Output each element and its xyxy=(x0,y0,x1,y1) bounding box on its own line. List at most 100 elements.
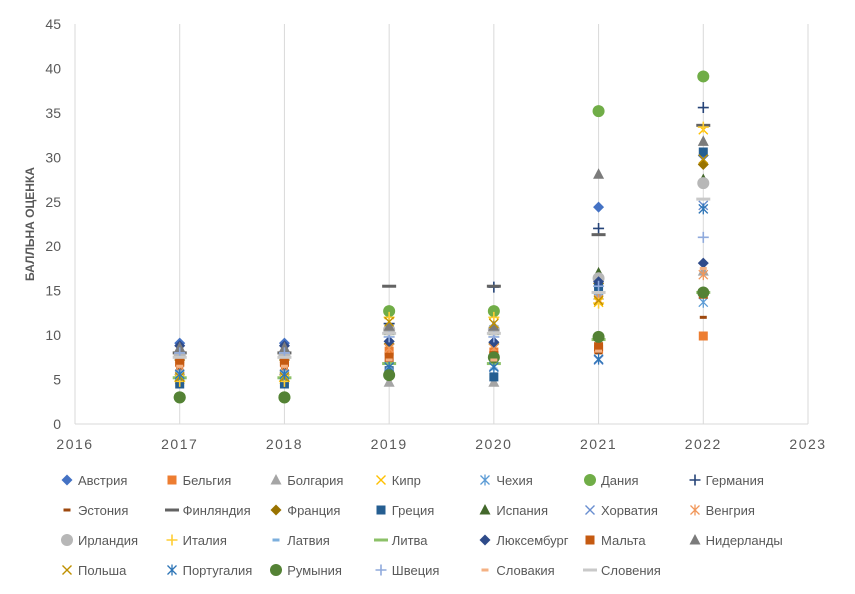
legend-marker-star-icon xyxy=(689,504,700,516)
legend-label: Греция xyxy=(391,502,435,518)
data-point xyxy=(489,372,499,382)
data-point xyxy=(697,70,710,83)
legend-item[interactable]: Ирландия xyxy=(58,531,138,549)
legend-label: Польша xyxy=(78,562,127,578)
legend-item[interactable]: Кипр xyxy=(372,471,421,489)
legend-label: Румыния xyxy=(287,562,342,578)
legend-label: Франция xyxy=(287,502,341,518)
series-Мальта xyxy=(175,289,708,367)
data-point xyxy=(486,331,501,335)
legend-item[interactable]: Литва xyxy=(372,531,428,549)
legend-label: Австрия xyxy=(78,472,128,488)
data-point xyxy=(697,231,709,243)
legend-label: Люксембург xyxy=(496,532,569,548)
data-point xyxy=(696,197,711,201)
legend-item[interactable]: Болгария xyxy=(267,471,343,489)
legend-item[interactable]: Дания xyxy=(581,471,639,489)
data-point xyxy=(277,355,292,359)
y-tick-label: 30 xyxy=(45,149,61,165)
series-Финляндия xyxy=(172,123,711,355)
legend-marker-triangle-icon xyxy=(689,534,701,545)
legend-item[interactable]: Греция xyxy=(372,501,435,519)
y-tick-label: 0 xyxy=(53,416,61,432)
legend-marker xyxy=(272,538,280,542)
x-tick-label: 2020 xyxy=(475,436,512,452)
legend-marker-star-icon xyxy=(166,564,177,576)
legend-marker-dash-icon xyxy=(63,508,71,512)
legend-item[interactable]: Швеция xyxy=(372,561,439,579)
data-point xyxy=(279,357,289,367)
data-point xyxy=(488,376,500,387)
legend-marker-circle-icon xyxy=(584,474,596,486)
legend-item[interactable]: Германия xyxy=(686,471,764,489)
series-Польша xyxy=(174,154,709,382)
x-tick-label: 2016 xyxy=(56,436,93,452)
data-point xyxy=(173,391,186,404)
legend-item[interactable]: Хорватия xyxy=(581,501,658,519)
legend-label: Чехия xyxy=(496,472,533,488)
legend-marker xyxy=(689,504,700,516)
data-point xyxy=(174,368,185,380)
data-point xyxy=(699,315,707,319)
legend-marker-dash-icon xyxy=(272,538,280,542)
legend-item[interactable]: Испания xyxy=(476,501,548,519)
legend-marker xyxy=(689,474,701,486)
series-Словакия xyxy=(176,266,707,368)
data-point xyxy=(487,305,500,318)
legend-marker xyxy=(479,534,491,546)
legend-item[interactable]: Португалия xyxy=(163,561,253,579)
data-point xyxy=(698,147,708,157)
legend-item[interactable]: Италия xyxy=(163,531,227,549)
legend-marker xyxy=(585,535,595,545)
y-tick-label: 35 xyxy=(45,105,61,121)
data-point xyxy=(697,121,709,133)
legend-label: Хорватия xyxy=(601,502,658,518)
data-point xyxy=(384,352,394,362)
legend-marker xyxy=(689,534,701,545)
legend-item[interactable]: Словения xyxy=(581,561,661,579)
legend-marker xyxy=(61,474,73,486)
series-Литва xyxy=(172,290,711,380)
y-tick-label: 25 xyxy=(45,194,61,210)
legend-item[interactable]: Мальта xyxy=(581,531,646,549)
legend-item[interactable]: Венгрия xyxy=(686,501,755,519)
y-axis-title: БАЛЛЬНА ОЦЕНКА xyxy=(23,167,37,281)
legend-item[interactable]: Чехия xyxy=(476,471,533,489)
legend-label: Словакия xyxy=(496,562,555,578)
legend-marker-long-dash-icon xyxy=(583,568,597,572)
legend-marker-x-icon xyxy=(375,475,386,485)
data-point xyxy=(278,341,290,353)
legend-marker-plus-icon xyxy=(375,564,387,576)
legend-item[interactable]: Словакия xyxy=(476,561,555,579)
data-point xyxy=(697,257,709,269)
legend-item[interactable]: Бельгия xyxy=(163,471,232,489)
data-point xyxy=(699,266,707,270)
series-Греция xyxy=(175,147,708,389)
legend-marker xyxy=(481,568,489,572)
data-point xyxy=(593,295,604,306)
legend-marker xyxy=(373,538,388,542)
data-point xyxy=(383,305,396,318)
legend-item[interactable]: Финляндия xyxy=(163,501,251,519)
legend-item[interactable]: Эстония xyxy=(58,501,128,519)
legend-item[interactable]: Румыния xyxy=(267,561,342,579)
legend-item[interactable]: Латвия xyxy=(267,531,330,549)
legend-marker xyxy=(479,504,491,515)
legend-label: Бельгия xyxy=(182,472,232,488)
legend-label: Литва xyxy=(391,532,428,548)
legend-item[interactable]: Польша xyxy=(58,561,126,579)
legend-item[interactable]: Австрия xyxy=(58,471,127,489)
legend-label: Португалия xyxy=(182,562,253,578)
data-point xyxy=(697,177,710,190)
legend-label: Кипр xyxy=(391,472,421,488)
legend-item[interactable]: Франция xyxy=(267,501,340,519)
legend-label: Германия xyxy=(705,472,764,488)
legend-item[interactable]: Нидерланды xyxy=(686,531,783,549)
legend-marker-diamond-icon xyxy=(479,534,491,546)
data-point xyxy=(593,353,604,365)
legend-label: Эстония xyxy=(78,502,129,518)
legend-label: Венгрия xyxy=(705,502,755,518)
legend-item[interactable]: Люксембург xyxy=(476,531,569,549)
